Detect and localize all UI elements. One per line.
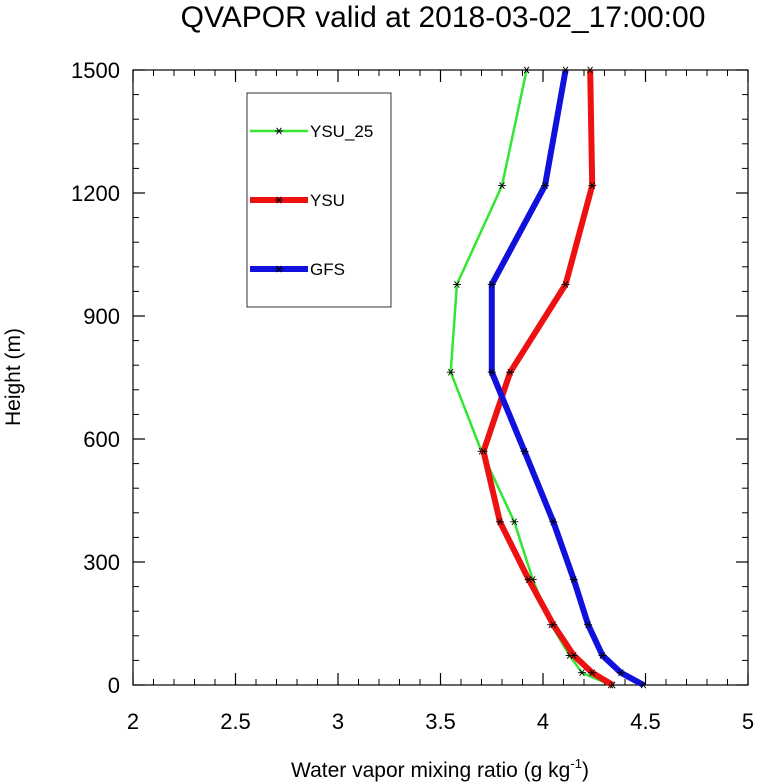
x-tick-label: 2.5 — [220, 709, 251, 734]
x-tick-label: 5 — [742, 709, 754, 734]
data-point-gfs — [569, 576, 578, 584]
data-point-ysu — [495, 518, 504, 526]
data-point-gfs — [616, 669, 625, 677]
data-point-gfs — [520, 447, 529, 455]
data-point-ysu — [561, 280, 570, 288]
legend-label-ysu: YSU — [310, 191, 345, 210]
data-point-gfs — [584, 621, 593, 629]
data-point-gfs — [598, 652, 607, 659]
data-point-ysu-25 — [498, 182, 506, 190]
major-ticks: 2 2.5 3 3.5 4 4.5 5 0 300 600 900 1200 1500 — [71, 58, 754, 734]
data-point-ysu-25 — [522, 66, 531, 74]
y-tick-label: 1200 — [71, 181, 120, 206]
x-axis-title: Water vapor mixing ratio (g kg-1) — [291, 756, 589, 782]
y-tick-label: 0 — [108, 673, 120, 698]
data-point-gfs — [561, 66, 570, 74]
data-point-ysu — [586, 66, 595, 74]
data-point-ysu — [588, 669, 597, 677]
data-point-ysu-25 — [446, 368, 455, 376]
data-point-ysu — [506, 368, 515, 376]
legend-label-ysu-25: YSU_25 — [310, 122, 373, 141]
legend-marker-ysu — [275, 196, 283, 204]
data-point-ysu — [549, 621, 558, 629]
x-tick-label: 3.5 — [425, 709, 456, 734]
data-point-ysu — [588, 182, 597, 190]
y-axis-title: Height (m) — [2, 328, 25, 426]
data-point-ysu-25 — [510, 518, 519, 526]
x-axis-title-sup: -1 — [570, 756, 582, 771]
data-point-gfs — [541, 182, 550, 190]
y-tick-label: 600 — [83, 427, 120, 452]
plot-frame — [132, 69, 749, 686]
data-point-gfs — [639, 681, 648, 689]
data-point-ysu — [524, 576, 533, 584]
data-point-ysu-25 — [577, 669, 586, 677]
minor-ticks — [133, 70, 748, 685]
y-tick-label: 900 — [83, 304, 120, 329]
data-point-ysu-25 — [452, 280, 461, 288]
data-point-ysu — [569, 652, 578, 659]
data-point-gfs — [487, 280, 496, 288]
x-tick-label: 3 — [332, 709, 344, 734]
y-tick-label: 1500 — [71, 58, 120, 83]
data-point-ysu — [479, 447, 488, 455]
series-layer — [446, 66, 648, 689]
x-tick-label: 2 — [127, 709, 139, 734]
chart-title: QVAPOR valid at 2018-03-02_17:00:00 — [181, 1, 706, 34]
data-point-ysu — [608, 681, 617, 689]
legend-marker-gfs — [275, 265, 283, 273]
data-point-gfs — [549, 518, 558, 526]
legend-label-gfs: GFS — [310, 260, 345, 279]
legend: YSU_25 YSU GFS — [246, 92, 392, 308]
x-axis-title-tail: ) — [582, 759, 589, 782]
legend-marker-ysu-25 — [275, 127, 283, 135]
series-line-ysu-25 — [449, 69, 612, 687]
series-line-gfs — [488, 69, 645, 688]
x-axis-title-main: Water vapor mixing ratio (g kg — [291, 759, 570, 782]
y-tick-label: 300 — [83, 550, 120, 575]
x-tick-label: 4.5 — [630, 709, 661, 734]
data-point-gfs — [487, 368, 496, 376]
x-tick-label: 4 — [537, 709, 549, 734]
